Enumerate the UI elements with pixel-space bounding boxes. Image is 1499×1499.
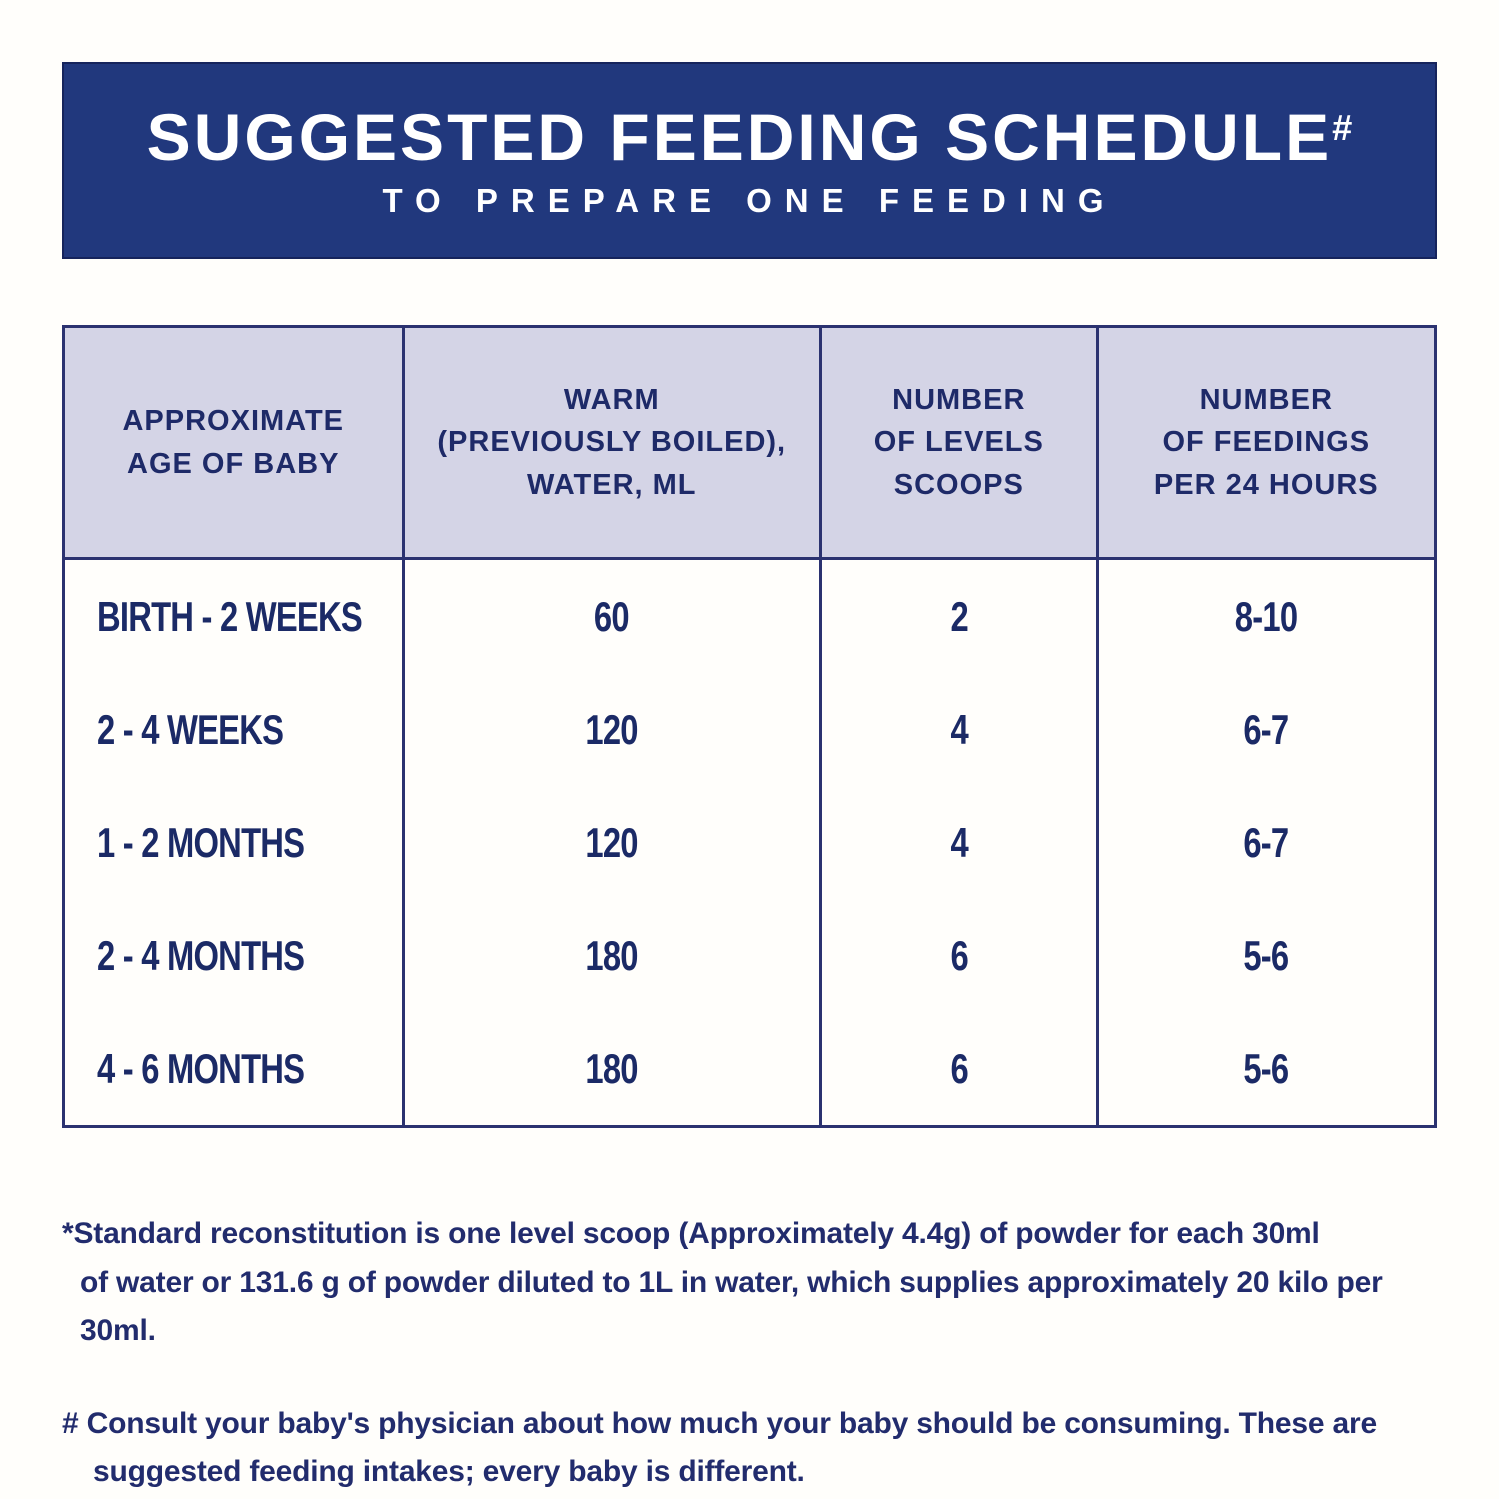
page-title-text: SUGGESTED FEEDING SCHEDULE (146, 100, 1333, 174)
footnote-mark-hash: # (1332, 107, 1353, 148)
scoops-value: 4 (950, 705, 968, 753)
scoops-value: 2 (950, 592, 968, 640)
table-row-2-feedings: 6-7 (1099, 673, 1434, 786)
water-value: 60 (594, 592, 630, 640)
scoops-value: 6 (950, 931, 968, 979)
table-row-4-scoops: 6 (822, 899, 1099, 1012)
title-banner: SUGGESTED FEEDING SCHEDULE# TO PREPARE O… (62, 62, 1437, 259)
table-row-1-water: 60 (405, 560, 823, 673)
table-row-4-feedings: 5-6 (1099, 899, 1434, 1012)
water-value: 180 (585, 931, 639, 979)
header-cell-water: WARM (PREVIOUSLY BOILED), WATER, ML (404, 328, 823, 560)
age-value: 4 - 6 MONTHS (97, 1044, 305, 1092)
water-value: 120 (585, 818, 639, 866)
water-value: 120 (585, 705, 639, 753)
header-cell-feedings: NUMBER OF FEEDINGS PER 24 HOURS (1098, 328, 1434, 560)
age-value: 1 - 2 MONTHS (97, 818, 305, 866)
table-row-2-water: 120 (405, 673, 823, 786)
water-value: 180 (585, 1044, 639, 1092)
table-row-1-scoops: 2 (822, 560, 1099, 673)
age-value: 2 - 4 MONTHS (97, 931, 305, 979)
table-row-3-feedings: 6-7 (1099, 786, 1434, 899)
page-title: SUGGESTED FEEDING SCHEDULE# (147, 104, 1353, 170)
feedings-value: 6-7 (1243, 818, 1290, 866)
table-row-1-age: BIRTH - 2 WEEKS (65, 560, 405, 673)
table-row-1-feedings: 8-10 (1099, 560, 1434, 673)
feedings-value: 8-10 (1235, 592, 1298, 640)
table-row-3-water: 120 (405, 786, 823, 899)
table-row-5-water: 180 (405, 1012, 823, 1125)
feedings-value: 6-7 (1243, 705, 1290, 753)
scoops-value: 4 (950, 818, 968, 866)
header-cell-scoops: NUMBER OF LEVELS SCOOPS (822, 328, 1099, 560)
table-row-5-age: 4 - 6 MONTHS (65, 1012, 405, 1125)
age-value: BIRTH - 2 WEEKS (97, 592, 363, 640)
table-row-2-scoops: 4 (822, 673, 1099, 786)
footnote-physician: # Consult your baby's physician about ho… (62, 1406, 1377, 1489)
feeding-schedule-table: APPROXIMATE AGE OF BABY WARM (PREVIOUSLY… (62, 325, 1437, 1128)
table-row-2-age: 2 - 4 WEEKS (65, 673, 405, 786)
page-subtitle: TO PREPARE ONE FEEDING (382, 182, 1117, 219)
table-row-4-age: 2 - 4 MONTHS (65, 899, 405, 1012)
table-row-3-scoops: 4 (822, 786, 1099, 899)
feedings-value: 5-6 (1243, 1044, 1290, 1092)
scoops-value: 6 (950, 1044, 968, 1092)
table-row-5-feedings: 5-6 (1099, 1012, 1434, 1125)
footnote-reconstitution: *Standard reconstitution is one level sc… (62, 1217, 1383, 1348)
table-row-5-scoops: 6 (822, 1012, 1099, 1125)
feedings-value: 5-6 (1243, 931, 1290, 979)
header-cell-age: APPROXIMATE AGE OF BABY (65, 328, 405, 560)
table-row-3-age: 1 - 2 MONTHS (65, 786, 405, 899)
age-value: 2 - 4 WEEKS (97, 705, 284, 753)
table-row-4-water: 180 (405, 899, 823, 1012)
footnotes-section: *Standard reconstitution is one level sc… (62, 1210, 1459, 1497)
